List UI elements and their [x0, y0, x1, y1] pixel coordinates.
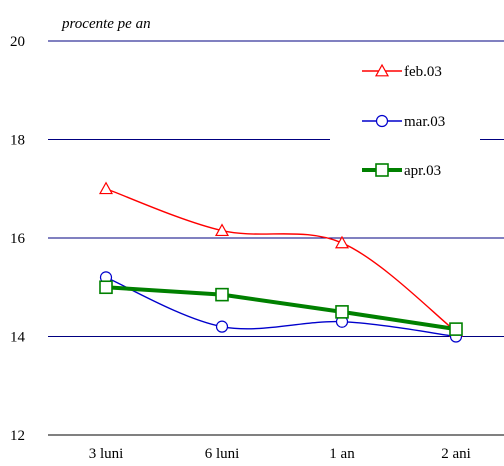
grid-layer	[48, 40, 504, 436]
series-mar.03	[99, 271, 463, 343]
x-tick-label: 1 an	[329, 446, 355, 462]
data-point-apr.03-6 luni	[215, 287, 229, 302]
x-tick-label: 2 ani	[441, 446, 471, 462]
legend-marker	[375, 163, 389, 177]
x-tick-label: 6 luni	[205, 446, 240, 462]
data-point-apr.03-1 an	[335, 305, 349, 319]
data-point-feb.03-1 an	[334, 235, 350, 249]
y-tick-label: 20	[10, 34, 25, 50]
y-tick-label: 16	[10, 231, 26, 247]
series-line-mar.03	[105, 276, 457, 338]
x-tick-label: 3 luni	[89, 446, 124, 462]
data-point-feb.03-3 luni	[98, 181, 114, 195]
legend: feb.03 mar.03 apr.03	[362, 63, 445, 179]
x-axis-ticks: 3 luni 6 luni 1 an 2 ani	[89, 446, 471, 462]
y-axis-ticks: 12 14 16 18 20	[10, 34, 26, 444]
unit-label: procente pe an	[61, 16, 151, 32]
series-line-apr.03	[105, 285, 457, 332]
series-apr.03	[99, 280, 463, 336]
series-line-feb.03	[105, 188, 457, 333]
data-point-apr.03-2 ani	[449, 322, 463, 336]
legend-label: feb.03	[404, 64, 442, 80]
legend-item-feb.03: feb.03	[362, 63, 442, 80]
legend-item-mar.03: mar.03	[362, 114, 445, 130]
legend-label: apr.03	[404, 163, 441, 179]
data-point-apr.03-3 luni	[99, 280, 113, 295]
legend-label: mar.03	[404, 114, 445, 130]
legend-marker	[374, 63, 390, 77]
series-feb.03	[98, 181, 464, 337]
series-layer	[98, 181, 464, 343]
data-point-feb.03-6 luni	[214, 223, 230, 237]
legend-marker	[375, 114, 389, 128]
y-tick-label: 18	[10, 133, 25, 149]
data-point-mar.03-6 luni	[215, 320, 229, 333]
y-tick-label: 14	[10, 330, 26, 346]
legend-item-apr.03: apr.03	[362, 163, 441, 179]
y-tick-label: 12	[10, 428, 25, 444]
